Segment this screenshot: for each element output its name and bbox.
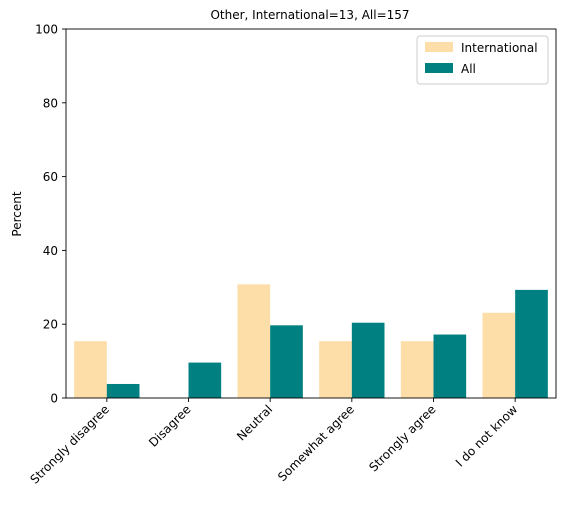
x-tick-label: Strongly agree [366, 402, 438, 474]
x-tick-label: Disagree [146, 402, 194, 450]
bar-all-2 [270, 325, 303, 398]
bar-international-3 [319, 341, 352, 398]
x-tick-label: I do not know [453, 402, 521, 470]
y-tick-label: 100 [35, 23, 58, 37]
bar-all-5 [515, 289, 548, 398]
y-tick-label: 0 [50, 392, 58, 406]
legend-swatch [425, 42, 453, 52]
plot-area: 0 20 40 60 80 100 Strongly disagree Disagree Neu… [28, 23, 557, 487]
bar-all-3 [351, 322, 385, 398]
bar-all-1 [188, 362, 222, 398]
bar-international-4 [400, 341, 434, 398]
chart-title: Other, International=13, All=157 [210, 8, 409, 22]
bar-all-0 [106, 383, 140, 398]
bar-international-2 [237, 284, 271, 398]
bar-international-5 [482, 312, 516, 398]
x-tick-label: Strongly disagree [28, 402, 112, 486]
legend-label: All [461, 62, 476, 76]
x-tick-label: Somewhat agree [275, 402, 357, 484]
y-tick-label: 20 [43, 318, 58, 332]
y-axis-label: Percent [10, 191, 24, 236]
legend-swatch [425, 63, 453, 73]
y-tick-label: 60 [43, 170, 58, 184]
x-tick-label: Neutral [234, 402, 275, 443]
legend: International All [416, 35, 549, 85]
axes-frame [65, 28, 557, 399]
bar-international-0 [74, 341, 107, 398]
y-tick-label: 40 [43, 244, 58, 258]
bar-all-4 [433, 334, 467, 398]
legend-label: International [461, 41, 538, 55]
y-tick-label: 80 [43, 96, 58, 110]
